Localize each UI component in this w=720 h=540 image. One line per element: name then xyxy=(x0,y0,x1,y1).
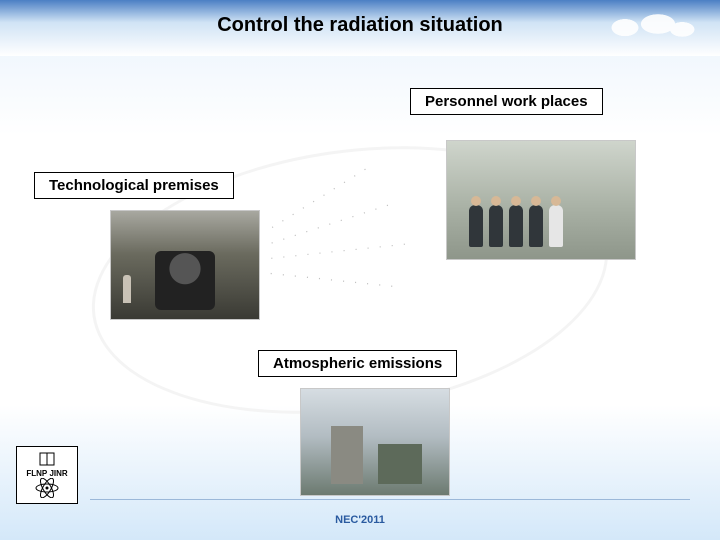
slide-title: Control the radiation situation xyxy=(0,14,720,37)
footer-divider xyxy=(90,499,690,500)
label-atmospheric-emissions: Atmospheric emissions xyxy=(258,350,457,377)
photo-personnel-workplaces xyxy=(446,140,636,260)
logo-text-flnp: FLNP xyxy=(26,469,47,478)
footer-conference-label: NEC'2011 xyxy=(0,514,720,526)
photo-technological-premises xyxy=(110,210,260,320)
flnp-jinr-logo: FLNP JINR xyxy=(16,446,78,504)
photo-atmospheric-emissions xyxy=(300,388,450,496)
label-personnel-workplaces: Personnel work places xyxy=(410,88,603,115)
logo-text-jinr: JINR xyxy=(49,469,67,478)
label-technological-premises: Technological premises xyxy=(34,172,234,199)
